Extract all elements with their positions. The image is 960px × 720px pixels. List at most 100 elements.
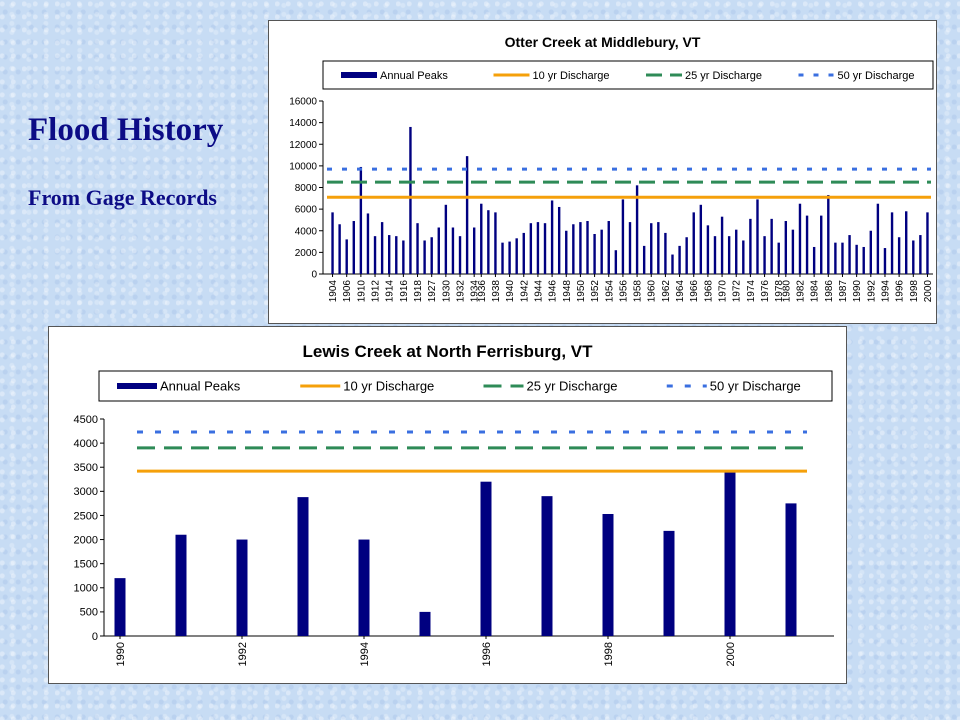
otter-creek-x-tick-label: 1972 — [732, 280, 743, 303]
lewis-creek-bar — [663, 530, 675, 636]
otter-creek-x-tick-label: 1987 — [838, 280, 849, 303]
otter-creek-bar — [699, 204, 703, 274]
otter-creek-bar — [430, 237, 433, 274]
lewis-creek-x-tick-label: 1994 — [359, 642, 371, 666]
otter-creek-bar — [685, 237, 688, 274]
otter-creek-x-tick-label: 1996 — [895, 280, 906, 303]
lewis-creek-bar — [480, 481, 492, 636]
otter-creek-bar — [862, 246, 865, 274]
otter-creek-bar — [890, 212, 894, 274]
otter-creek-bar — [713, 236, 717, 274]
otter-creek-x-tick-label: 1927 — [427, 280, 438, 303]
otter-creek-bar — [572, 224, 575, 274]
otter-creek-x-tick-label: 1930 — [441, 280, 452, 303]
otter-creek-bar — [897, 237, 901, 274]
otter-creek-bar — [586, 221, 589, 274]
otter-creek-x-tick-label: 1950 — [576, 280, 587, 303]
otter-creek-bar — [366, 213, 370, 274]
lewis-creek-legend-label-0: Annual Peaks — [160, 379, 241, 394]
otter-creek-x-tick-label: 1962 — [661, 280, 672, 303]
lewis-creek-bar — [114, 578, 126, 636]
otter-creek-x-tick-label: 1948 — [562, 280, 573, 303]
otter-creek-x-tick-label: 1932 — [456, 280, 467, 303]
otter-creek-bar — [536, 222, 540, 274]
otter-creek-x-tick-label: 1916 — [399, 280, 410, 303]
otter-creek-x-tick-label: 1910 — [356, 280, 367, 303]
otter-creek-x-tick-label: 1970 — [718, 280, 729, 303]
otter-creek-bar — [359, 166, 363, 274]
otter-creek-bar — [650, 223, 653, 274]
otter-creek-bar — [798, 203, 802, 274]
lewis-creek-chart-svg: Lewis Creek at North Ferrisburg, VT Annua… — [74, 342, 834, 666]
lewis-creek-x-tick-label: 1990 — [115, 642, 127, 666]
lewis-creek-bar — [541, 496, 553, 636]
otter-creek-bar — [876, 203, 880, 274]
otter-creek-x-tick-label: 1990 — [852, 280, 863, 303]
otter-creek-bar — [352, 221, 355, 274]
lewis-creek-legend-label-1: 10 yr Discharge — [343, 379, 434, 394]
otter-creek-bar — [529, 223, 533, 274]
otter-creek-bar — [770, 218, 773, 274]
otter-creek-bar — [451, 227, 455, 274]
otter-creek-bar — [621, 199, 625, 274]
otter-creek-bar — [515, 238, 518, 274]
otter-creek-bar — [437, 227, 440, 274]
otter-creek-bar — [869, 230, 872, 274]
otter-creek-x-tick-label: 1954 — [604, 280, 615, 303]
otter-creek-x-tick-label: 1956 — [618, 280, 629, 303]
otter-creek-chart-svg: Otter Creek at Middlebury, VT Annual Peak… — [289, 34, 934, 303]
otter-creek-bar — [465, 156, 469, 274]
lewis-creek-bar — [724, 472, 736, 636]
otter-creek-x-tick-label: 2000 — [923, 280, 934, 303]
otter-creek-bar — [912, 240, 915, 274]
otter-creek-bar — [600, 229, 603, 274]
lewis-creek-y-tick-label: 0 — [92, 631, 98, 643]
lewis-creek-y-tick-label: 2500 — [74, 510, 98, 522]
otter-creek-y-tick-label: 4000 — [295, 226, 318, 237]
otter-creek-bar — [784, 221, 788, 274]
otter-creek-y-tick-label: 14000 — [289, 118, 317, 129]
otter-creek-x-tick-label: 1914 — [385, 280, 396, 303]
otter-creek-bar — [926, 212, 929, 274]
otter-creek-chart-title: Otter Creek at Middlebury, VT — [505, 34, 701, 50]
otter-creek-bar — [692, 212, 695, 274]
otter-creek-bar — [487, 210, 490, 274]
otter-creek-bar — [841, 242, 844, 274]
otter-creek-bar — [635, 185, 639, 274]
otter-creek-bar — [388, 235, 391, 274]
otter-creek-bar — [444, 204, 448, 274]
lewis-creek-bar — [236, 539, 248, 636]
otter-creek-bar — [720, 216, 724, 274]
otter-creek-x-tick-label: 1906 — [342, 280, 353, 303]
otter-creek-bar — [727, 236, 731, 274]
otter-creek-x-tick-label: 1964 — [675, 280, 686, 303]
lewis-creek-y-tick-label: 4500 — [74, 414, 98, 426]
lewis-creek-chart: Lewis Creek at North Ferrisburg, VT Annua… — [48, 326, 847, 684]
otter-creek-y-tick-label: 8000 — [295, 183, 318, 194]
otter-creek-bar — [848, 235, 851, 274]
lewis-creek-x-tick-label: 1998 — [603, 642, 615, 666]
otter-creek-x-tick-label: 1946 — [548, 280, 559, 303]
otter-creek-x-tick-label: 1968 — [703, 280, 714, 303]
otter-creek-bar — [494, 212, 497, 274]
lewis-creek-bar — [175, 534, 187, 636]
otter-creek-x-tick-label: 1986 — [824, 280, 835, 303]
otter-creek-bar — [395, 236, 398, 274]
otter-creek-x-tick-label: 1958 — [633, 280, 644, 303]
otter-creek-bar — [345, 239, 348, 274]
otter-creek-bar — [480, 203, 483, 274]
otter-creek-bar — [565, 230, 568, 274]
otter-creek-x-tick-label: 1976 — [760, 280, 771, 303]
lewis-creek-x-tick-label: 2000 — [725, 642, 737, 666]
otter-creek-bar — [642, 245, 646, 274]
otter-creek-x-tick-label: 1942 — [519, 280, 530, 303]
otter-creek-bar — [423, 240, 426, 274]
lewis-creek-bar — [358, 539, 370, 636]
otter-creek-bar — [579, 222, 582, 274]
otter-creek-bar — [614, 250, 618, 274]
otter-creek-bar — [402, 240, 405, 274]
otter-creek-bar — [607, 221, 610, 274]
otter-creek-x-tick-label: 1980 — [781, 280, 792, 303]
lewis-creek-bar — [297, 497, 309, 636]
otter-creek-y-tick-label: 12000 — [289, 140, 317, 151]
